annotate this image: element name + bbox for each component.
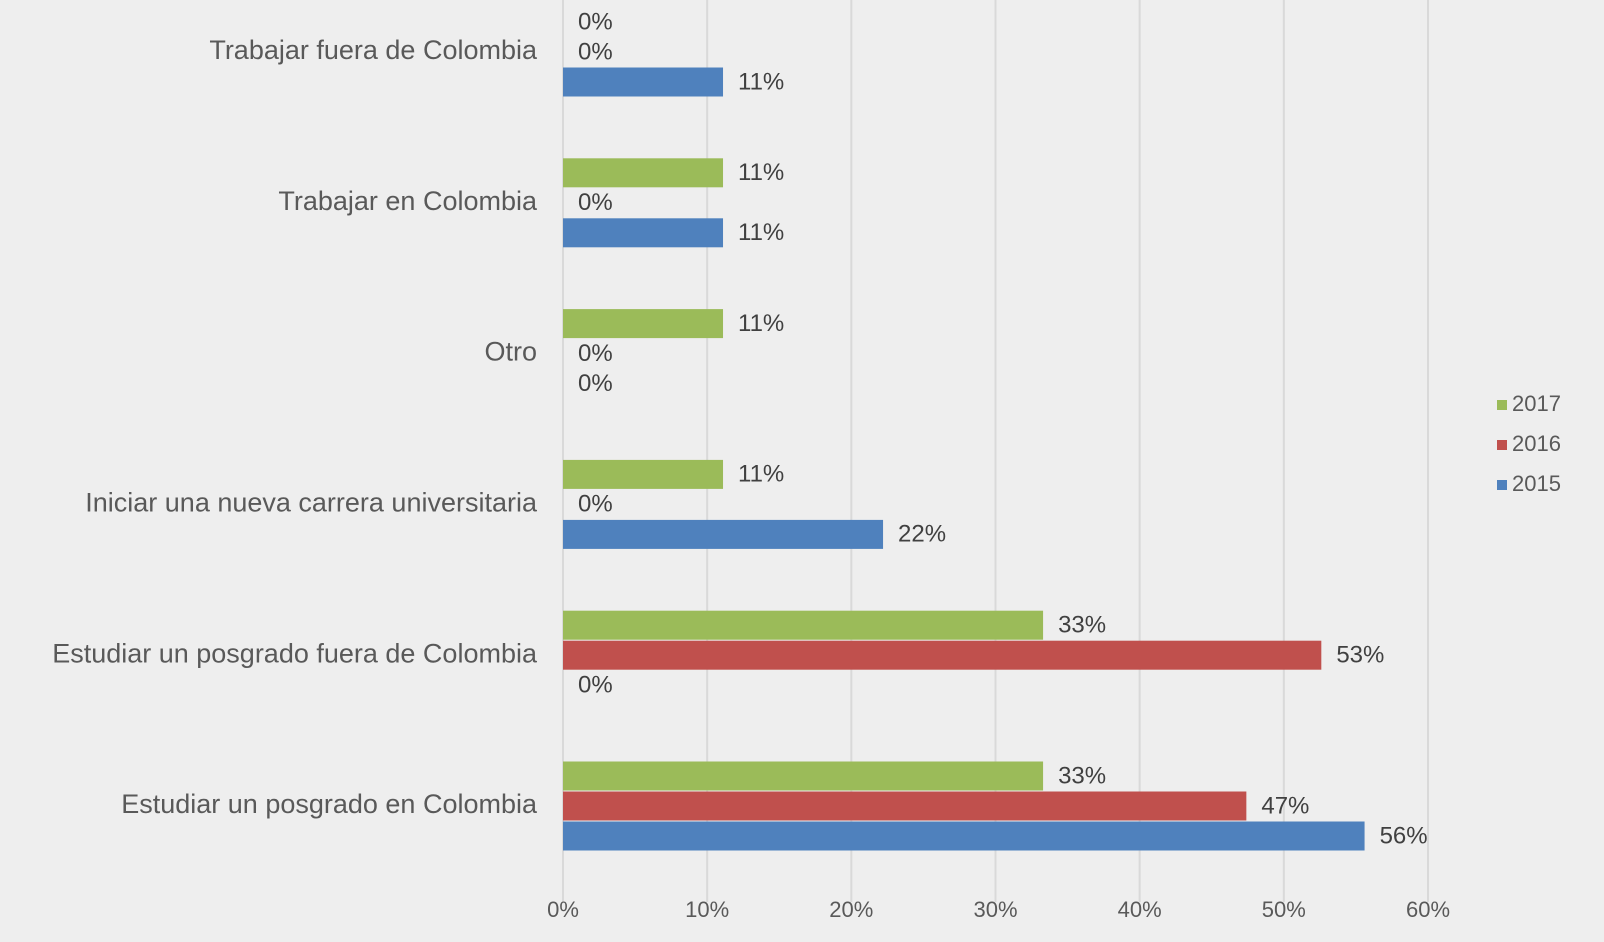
x-tick-label: 50% — [1262, 897, 1306, 922]
bar — [563, 761, 1044, 791]
data-label: 11% — [738, 159, 784, 186]
data-label: 22% — [898, 521, 946, 548]
bar — [563, 791, 1247, 821]
category-label: Iniciar una nueva carrera universitaria — [85, 488, 538, 518]
data-label: 0% — [578, 189, 613, 216]
data-label: 11% — [738, 461, 784, 488]
bar — [563, 459, 724, 489]
x-tick-label: 0% — [547, 897, 579, 922]
category-label: Estudiar un posgrado en Colombia — [121, 789, 538, 819]
data-label: 0% — [578, 8, 613, 35]
x-tick-label: 60% — [1406, 897, 1450, 922]
bar — [563, 519, 884, 549]
category-label: Otro — [484, 337, 537, 367]
bar — [563, 821, 1365, 851]
data-label: 0% — [578, 491, 613, 518]
bar — [563, 309, 724, 339]
legend-swatch — [1497, 480, 1507, 490]
bar — [563, 610, 1044, 640]
data-label: 56% — [1380, 822, 1428, 849]
data-label: 33% — [1058, 762, 1106, 789]
bar — [563, 218, 724, 248]
legend-label: 2016 — [1512, 431, 1561, 456]
bar — [563, 67, 724, 97]
category-label: Trabajar en Colombia — [278, 186, 538, 216]
legend-swatch — [1497, 400, 1507, 410]
legend-swatch — [1497, 440, 1507, 450]
bar — [563, 158, 724, 188]
data-label: 0% — [578, 38, 613, 65]
legend-label: 2015 — [1512, 471, 1561, 496]
data-label: 0% — [578, 340, 613, 367]
data-label: 11% — [738, 310, 784, 337]
x-tick-label: 20% — [829, 897, 873, 922]
data-label: 11% — [738, 68, 784, 95]
data-label: 47% — [1261, 792, 1309, 819]
data-label: 53% — [1336, 642, 1384, 669]
bar — [563, 640, 1322, 670]
x-tick-label: 10% — [685, 897, 729, 922]
data-label: 11% — [738, 219, 784, 246]
data-label: 0% — [578, 370, 613, 397]
data-label: 0% — [578, 672, 613, 699]
legend-label: 2017 — [1512, 391, 1561, 416]
category-label: Estudiar un posgrado fuera de Colombia — [52, 638, 538, 668]
x-tick-label: 30% — [973, 897, 1017, 922]
category-label: Trabajar fuera de Colombia — [209, 35, 538, 65]
data-label: 33% — [1058, 612, 1106, 639]
x-tick-label: 40% — [1118, 897, 1162, 922]
